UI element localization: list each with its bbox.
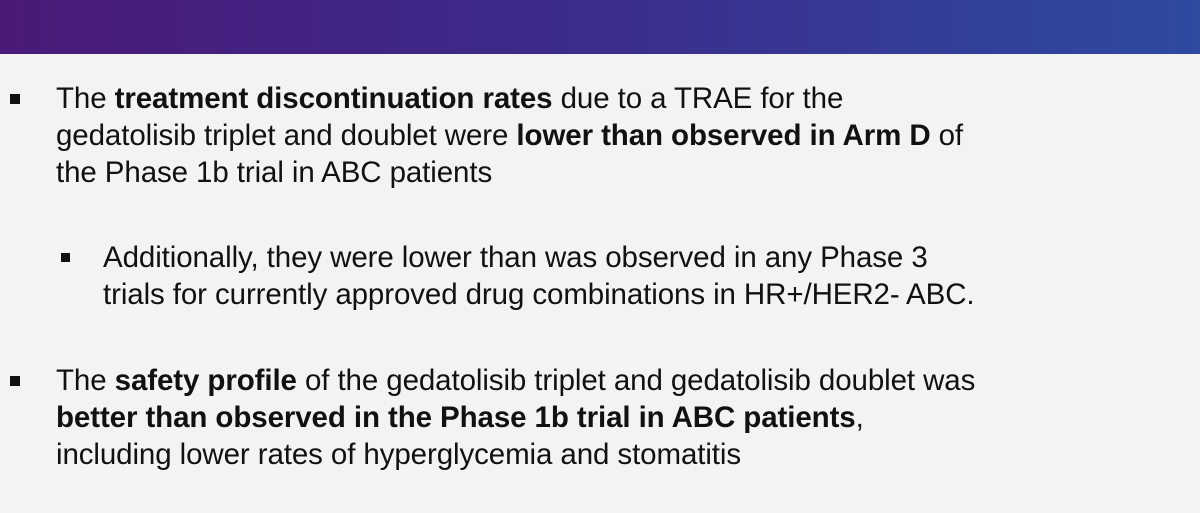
bullet-line: The treatment discontinuation rates due … bbox=[56, 82, 844, 115]
bullet-text: The safety profile of the gedatolisib tr… bbox=[56, 362, 975, 473]
bullet-line: gedatolisib triplet and doublet were low… bbox=[56, 119, 964, 152]
bullet-line: better than observed in the Phase 1b tri… bbox=[56, 401, 864, 434]
bullet-line: including lower rates of hyperglycemia a… bbox=[56, 438, 741, 471]
bullet-line: trials for currently approved drug combi… bbox=[103, 278, 975, 311]
title-bar bbox=[0, 0, 1200, 54]
bullet-line: Additionally, they were lower than was o… bbox=[103, 241, 928, 274]
bullet-text: The treatment discontinuation rates due … bbox=[56, 80, 963, 191]
bullet-line: The safety profile of the gedatolisib tr… bbox=[56, 364, 976, 397]
square-bullet-icon bbox=[61, 253, 70, 262]
bullet-text: Additionally, they were lower than was o… bbox=[103, 239, 975, 313]
square-bullet-icon bbox=[10, 376, 20, 386]
bullet-line: the Phase 1b trial in ABC patients bbox=[56, 156, 493, 189]
square-bullet-icon bbox=[10, 94, 20, 104]
